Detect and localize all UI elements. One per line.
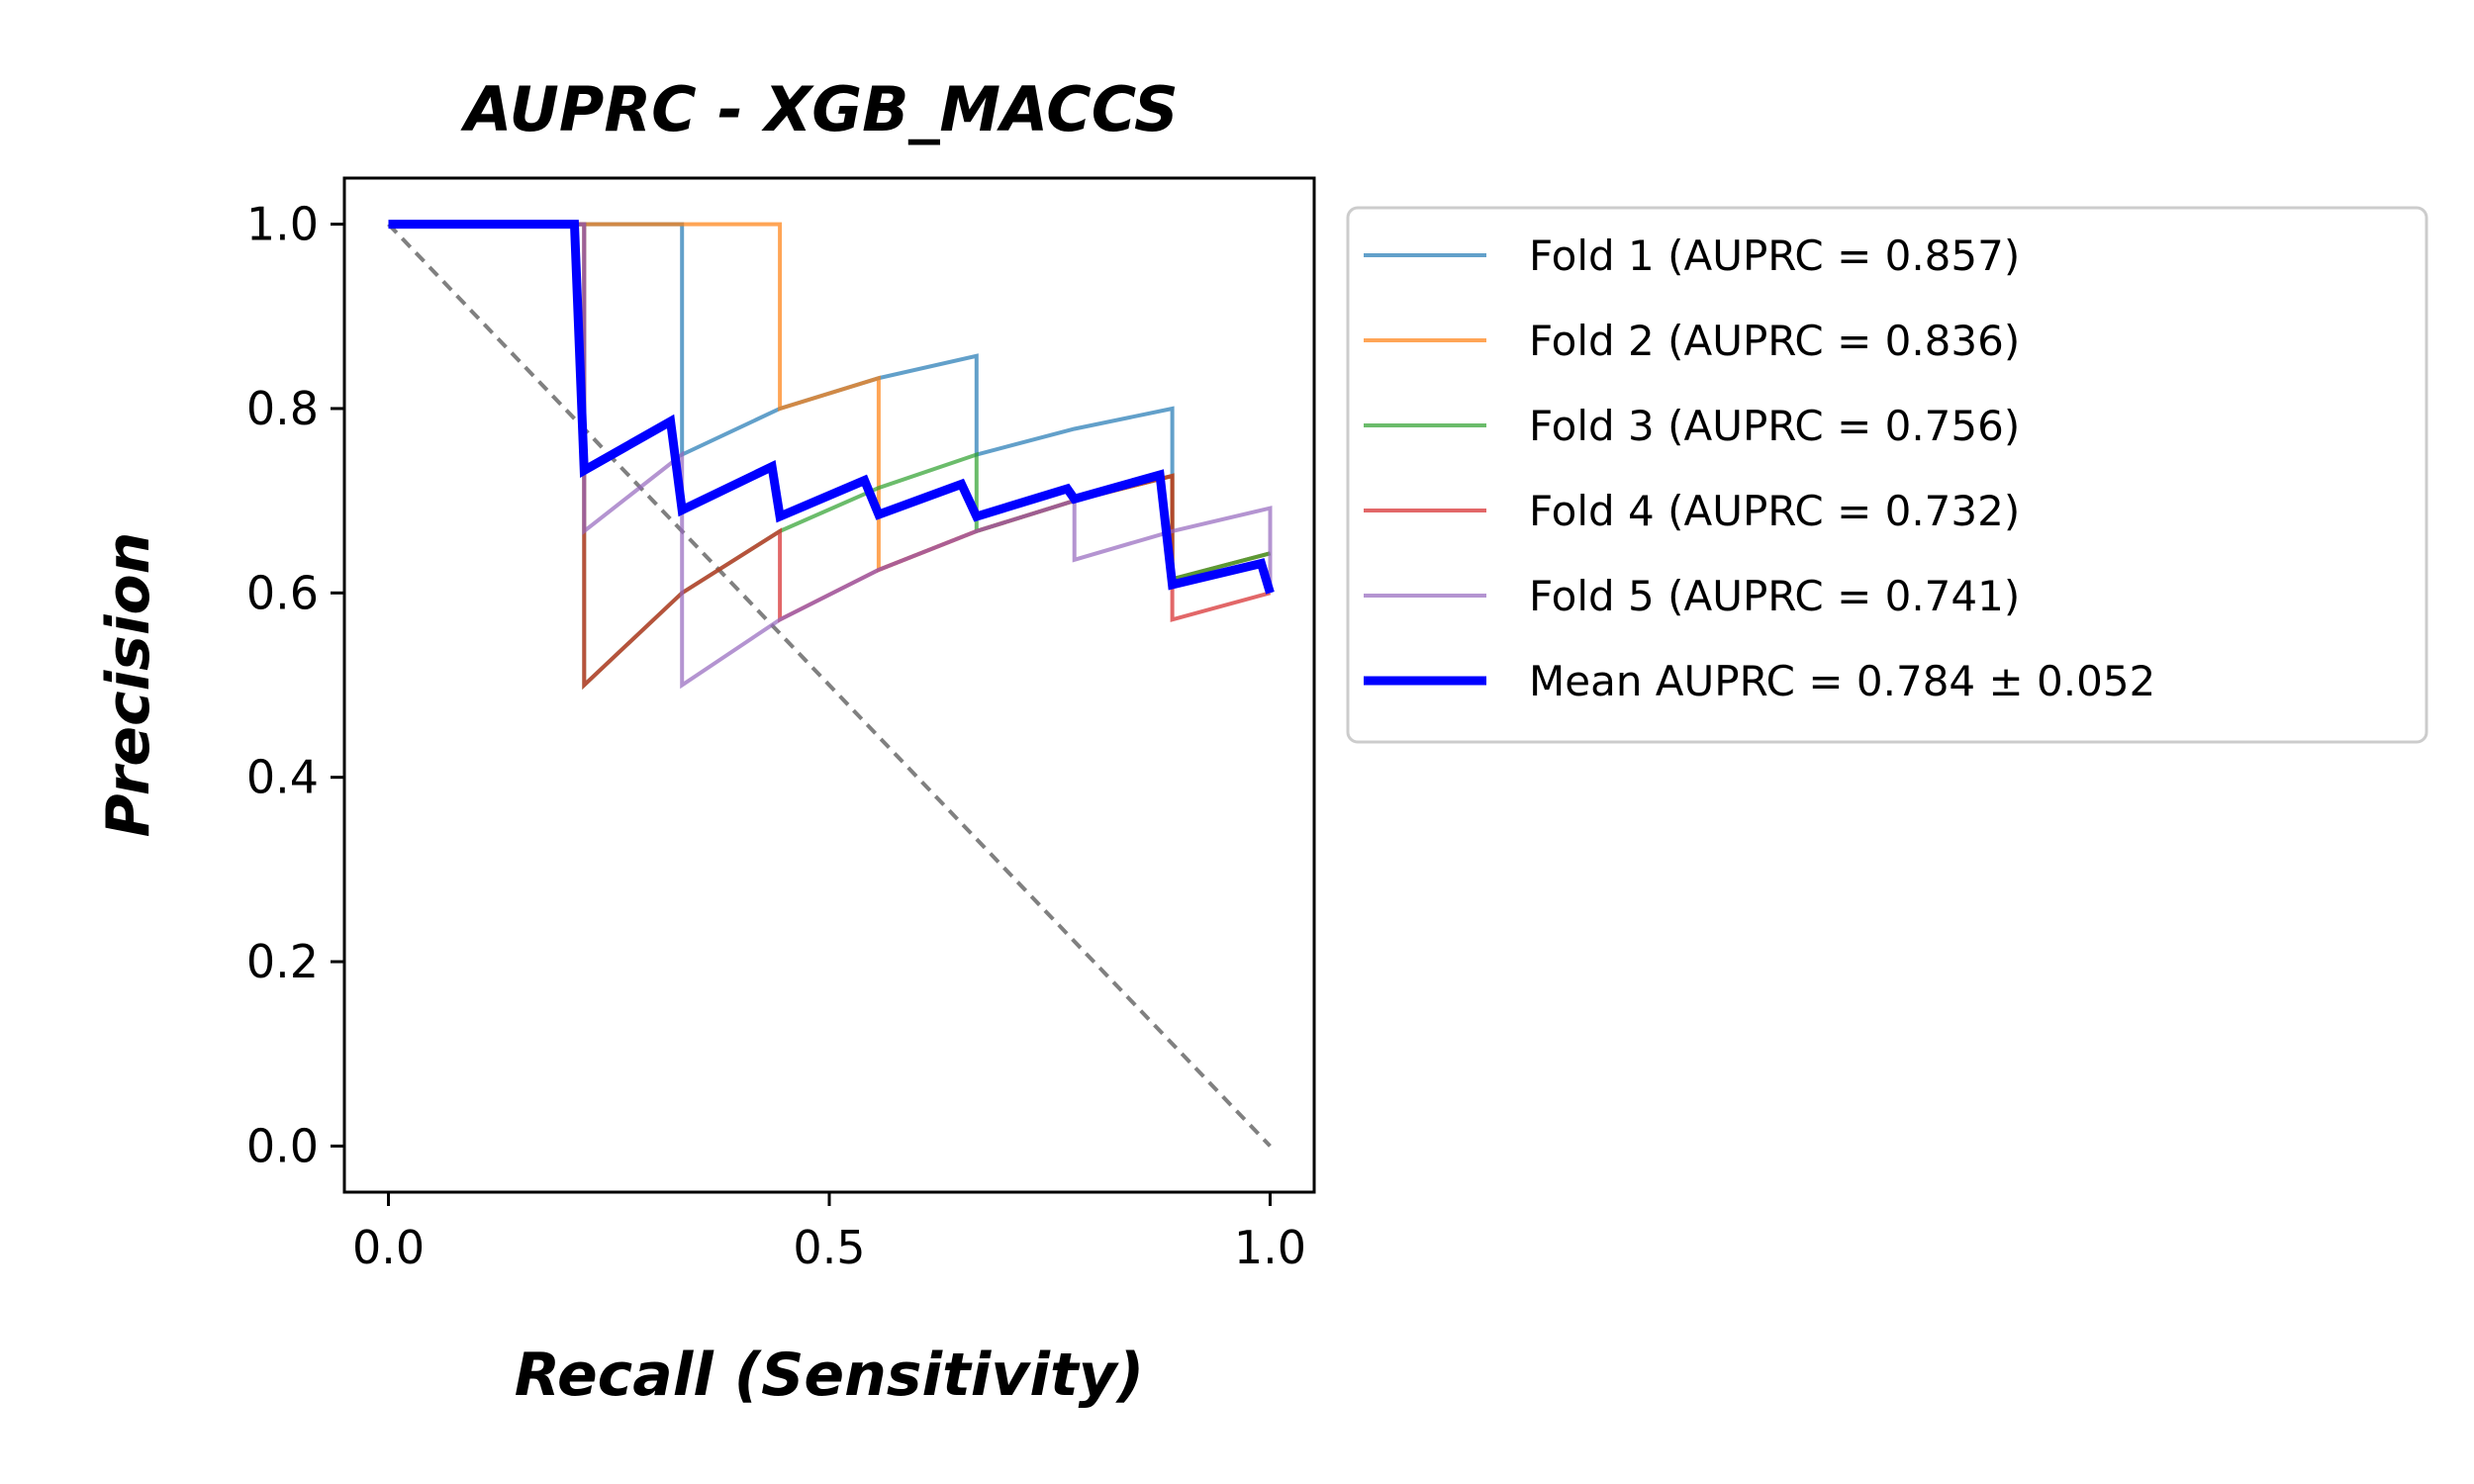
x-tick-label: 0.5 <box>793 1221 865 1274</box>
fold-5-series-line <box>388 222 1273 690</box>
legend-entry-label: Mean AUPRC = 0.784 ± 0.052 <box>1529 657 2155 705</box>
legend-entry-label: Fold 2 (AUPRC = 0.836) <box>1529 317 2020 365</box>
fold-1-series-line <box>388 222 1272 582</box>
legend-entry-label: Fold 4 (AUPRC = 0.732) <box>1529 487 2020 535</box>
x-axis: 0.0 0.5 1.0 <box>352 1192 1306 1274</box>
legend-frame <box>1346 206 2428 744</box>
chart-title: AUPRC - XGB_MACCS <box>459 73 1178 145</box>
x-axis-label: Recall (Sensitivity) <box>515 1341 1144 1410</box>
y-tick-label: 0.6 <box>246 566 319 619</box>
reference-diagonal-line <box>387 223 1272 1148</box>
plot-area <box>387 220 1275 1148</box>
fold-3-series-line <box>388 222 1272 691</box>
x-tick-label: 1.0 <box>1234 1221 1306 1274</box>
fold-4-series-line <box>388 222 1272 691</box>
legend-entry-label: Fold 1 (AUPRC = 0.857) <box>1529 232 2020 280</box>
y-tick-label: 0.4 <box>246 751 319 804</box>
legend-entry-label: Fold 3 (AUPRC = 0.756) <box>1529 402 2020 450</box>
mean-series-line <box>388 220 1275 595</box>
legend: Fold 1 (AUPRC = 0.857) Fold 2 (AUPRC = 0.… <box>1346 206 2428 744</box>
x-tick-label: 0.0 <box>352 1221 425 1274</box>
y-tick-label: 0.8 <box>246 382 319 435</box>
y-tick-label: 0.2 <box>246 935 319 988</box>
y-tick-label: 0.0 <box>246 1119 319 1172</box>
y-axis-label: Precision <box>94 532 163 838</box>
y-tick-label: 1.0 <box>246 198 319 251</box>
y-axis: 0.0 0.2 0.4 0.6 0.8 1.0 <box>246 198 344 1172</box>
fold-2-series-line <box>388 222 1272 582</box>
legend-entry-label: Fold 5 (AUPRC = 0.741) <box>1529 572 2020 620</box>
